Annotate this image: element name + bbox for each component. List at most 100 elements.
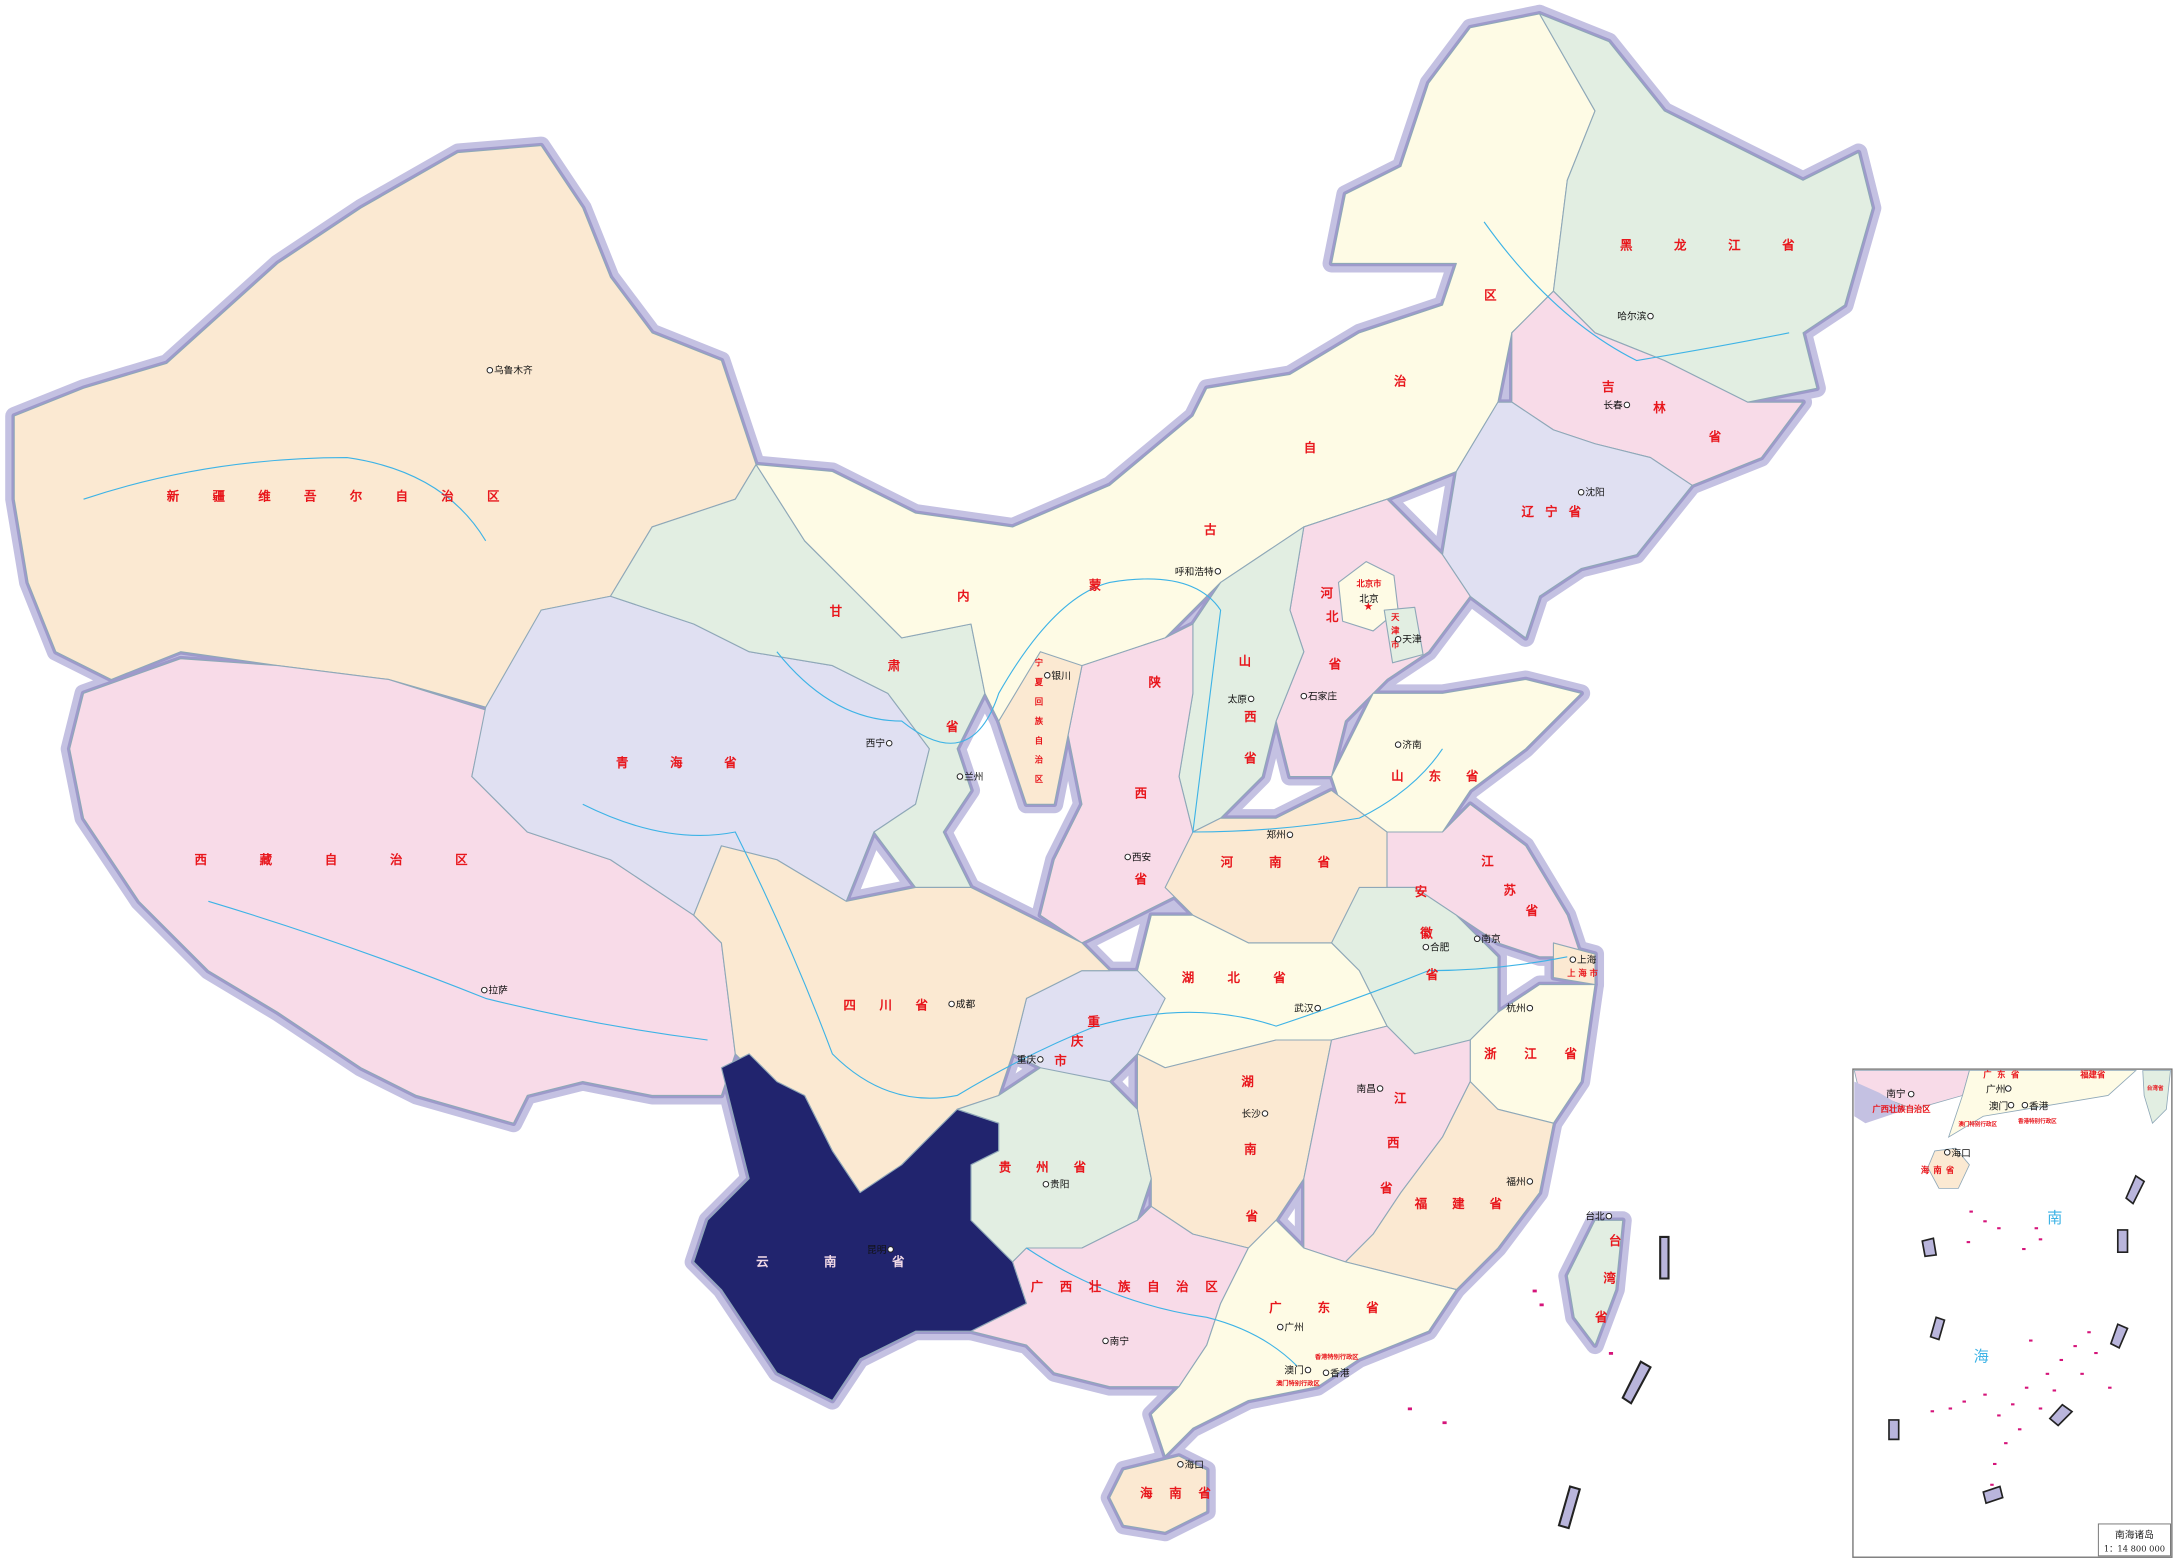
city-hongkong[interactable]: 香港: [1330, 1367, 1350, 1379]
label-char: 北: [1326, 609, 1339, 624]
label-xinjiang: 新疆维吾尔自治区: [167, 489, 533, 504]
city-marker-icon: [1526, 1004, 1534, 1012]
island-icon: [2011, 1403, 2015, 1406]
city-xian[interactable]: 西安: [1132, 850, 1152, 863]
city-zhengzhou[interactable]: 郑州: [1266, 828, 1285, 841]
city-changchun[interactable]: 长春: [1603, 399, 1623, 411]
island-icon: [1966, 1241, 1971, 1244]
province-hunan[interactable]: [1136, 1039, 1333, 1249]
city-harbin[interactable]: 哈尔滨: [1617, 310, 1646, 323]
province-tianjin[interactable]: [1383, 606, 1424, 664]
label-jiangxi: 江西省: [1379, 1090, 1407, 1195]
city-nanjing[interactable]: 南京: [1481, 932, 1501, 945]
island-icon: [2073, 1345, 2077, 1348]
province-hainan[interactable]: [1109, 1455, 1208, 1533]
city-hefei[interactable]: 合肥: [1430, 941, 1450, 954]
inset-label-guangxi: 广西壮族自治区: [1872, 1104, 1931, 1114]
label-chongqing: 重庆市: [1054, 1014, 1100, 1068]
province-neimenggu[interactable]: [755, 13, 1596, 722]
inset-city-marker: [2007, 1101, 2015, 1109]
province-xizang[interactable]: [69, 658, 736, 1124]
city-urumqi[interactable]: 乌鲁木齐: [494, 364, 533, 377]
label-sichuan: 四川省: [843, 997, 951, 1012]
inset-city-marker: [1943, 1149, 1951, 1156]
city-lanzhou[interactable]: 兰州: [964, 770, 983, 783]
city-nanchang[interactable]: 南昌: [1357, 1082, 1376, 1095]
city-lhasa[interactable]: 拉萨: [488, 984, 508, 997]
inset-title-box: [2097, 1523, 2171, 1557]
island-icon: [2038, 1238, 2043, 1241]
city-hangzhou[interactable]: 杭州: [1506, 1002, 1525, 1015]
river-zhujiang: [1026, 1247, 1298, 1367]
island-icon: [1992, 1462, 1997, 1466]
label-char: 吉: [1602, 379, 1614, 394]
city-marker-icon: [956, 773, 964, 780]
province-liaoning[interactable]: [1441, 401, 1693, 639]
label-guangdong: 广东省: [1269, 1300, 1415, 1315]
city-chongqing[interactable]: 重庆: [1017, 1053, 1037, 1066]
inset-label-aomen: 澳门特别行政区: [1958, 1120, 1997, 1128]
city-fuzhou[interactable]: 福州: [1506, 1175, 1525, 1188]
nine-dash-segments: [1557, 1235, 1670, 1530]
province-heilongjiang[interactable]: [1538, 13, 1873, 403]
island-icon: [1983, 1220, 1987, 1223]
label-shandong: 山东省: [1391, 769, 1503, 784]
city-guiyang[interactable]: 贵阳: [1050, 1178, 1069, 1191]
label-char: 区: [1035, 774, 1044, 784]
province-guangxi[interactable]: [970, 1205, 1249, 1388]
island-icon: [2038, 1407, 2043, 1410]
label-yunnan: 云南省: [756, 1254, 960, 1269]
label-gansu: 甘肃省: [830, 604, 959, 734]
city-taipei[interactable]: 台北: [1585, 1210, 1605, 1223]
inset-label-fujian: 福建省: [2079, 1069, 2106, 1079]
label-guizhou: 贵州省: [999, 1160, 1111, 1175]
inset-label-xianggang: 香港特别行政区: [2017, 1117, 2057, 1125]
label-shanghai-shi: 上海市: [1567, 968, 1600, 978]
city-marker-icon: [1314, 1004, 1321, 1012]
label-char: 省: [1134, 871, 1148, 886]
province-shaanxi[interactable]: [1039, 623, 1194, 944]
city-tianjin[interactable]: 天津: [1402, 634, 1422, 646]
label-zhejiang: 浙江省: [1484, 1046, 1605, 1061]
island-icon: [1962, 1400, 1966, 1403]
label-char: 治: [1394, 373, 1407, 388]
inset-sea-label-hai: 海: [1974, 1348, 1989, 1366]
city-kunming[interactable]: 昆明: [867, 1244, 886, 1256]
city-marker-icon: [1526, 1178, 1534, 1185]
label-hainan: 海南省: [1140, 1486, 1227, 1501]
city-wuhan[interactable]: 武汉: [1294, 1002, 1314, 1015]
label-char: 河: [1320, 586, 1333, 601]
inset-label-taiwan: 台湾省: [2147, 1084, 2164, 1092]
city-haikou[interactable]: 海口: [1185, 1458, 1204, 1471]
province-taiwan[interactable]: [1566, 1219, 1624, 1346]
label-char: 市: [1054, 1053, 1067, 1068]
province-ningxia[interactable]: [998, 651, 1083, 805]
city-xining[interactable]: 西宁: [866, 737, 886, 750]
island-icon: [2059, 1358, 2064, 1362]
island-icon: [2052, 1389, 2057, 1392]
city-marker-icon: [1214, 568, 1222, 575]
island-icon: [2094, 1352, 2098, 1355]
city-chengdu[interactable]: 成都: [956, 998, 976, 1010]
city-marker-icon: [948, 1000, 955, 1008]
city-hohhot[interactable]: 呼和浩特: [1175, 566, 1214, 578]
label-char: 省: [1594, 1309, 1608, 1324]
city-taiyuan[interactable]: 太原: [1228, 692, 1248, 705]
province-shandong[interactable]: [1330, 678, 1582, 833]
river-changjiang: [582, 803, 1568, 1099]
city-guangzhou[interactable]: 广州: [1284, 1322, 1303, 1334]
city-macau[interactable]: 澳门: [1284, 1363, 1303, 1376]
city-yinchuan[interactable]: 银川: [1051, 669, 1070, 682]
city-changsha[interactable]: 长沙: [1241, 1108, 1261, 1120]
island-icon: [2029, 1339, 2033, 1342]
city-shanghai[interactable]: 上海: [1577, 953, 1597, 966]
province-guangdong[interactable]: [1150, 1219, 1457, 1457]
label-char: 津: [1391, 626, 1400, 636]
inset-label-guangdong: 广东省: [1983, 1069, 2025, 1079]
city-shenyang[interactable]: 沈阳: [1585, 486, 1604, 499]
city-shijiazhuang[interactable]: 石家庄: [1308, 690, 1337, 703]
city-jinan[interactable]: 济南: [1402, 738, 1422, 751]
city-nanning[interactable]: 南宁: [1110, 1334, 1130, 1347]
city-beijing[interactable]: 北京: [1359, 592, 1379, 605]
city-marker-icon: [1300, 692, 1308, 700]
